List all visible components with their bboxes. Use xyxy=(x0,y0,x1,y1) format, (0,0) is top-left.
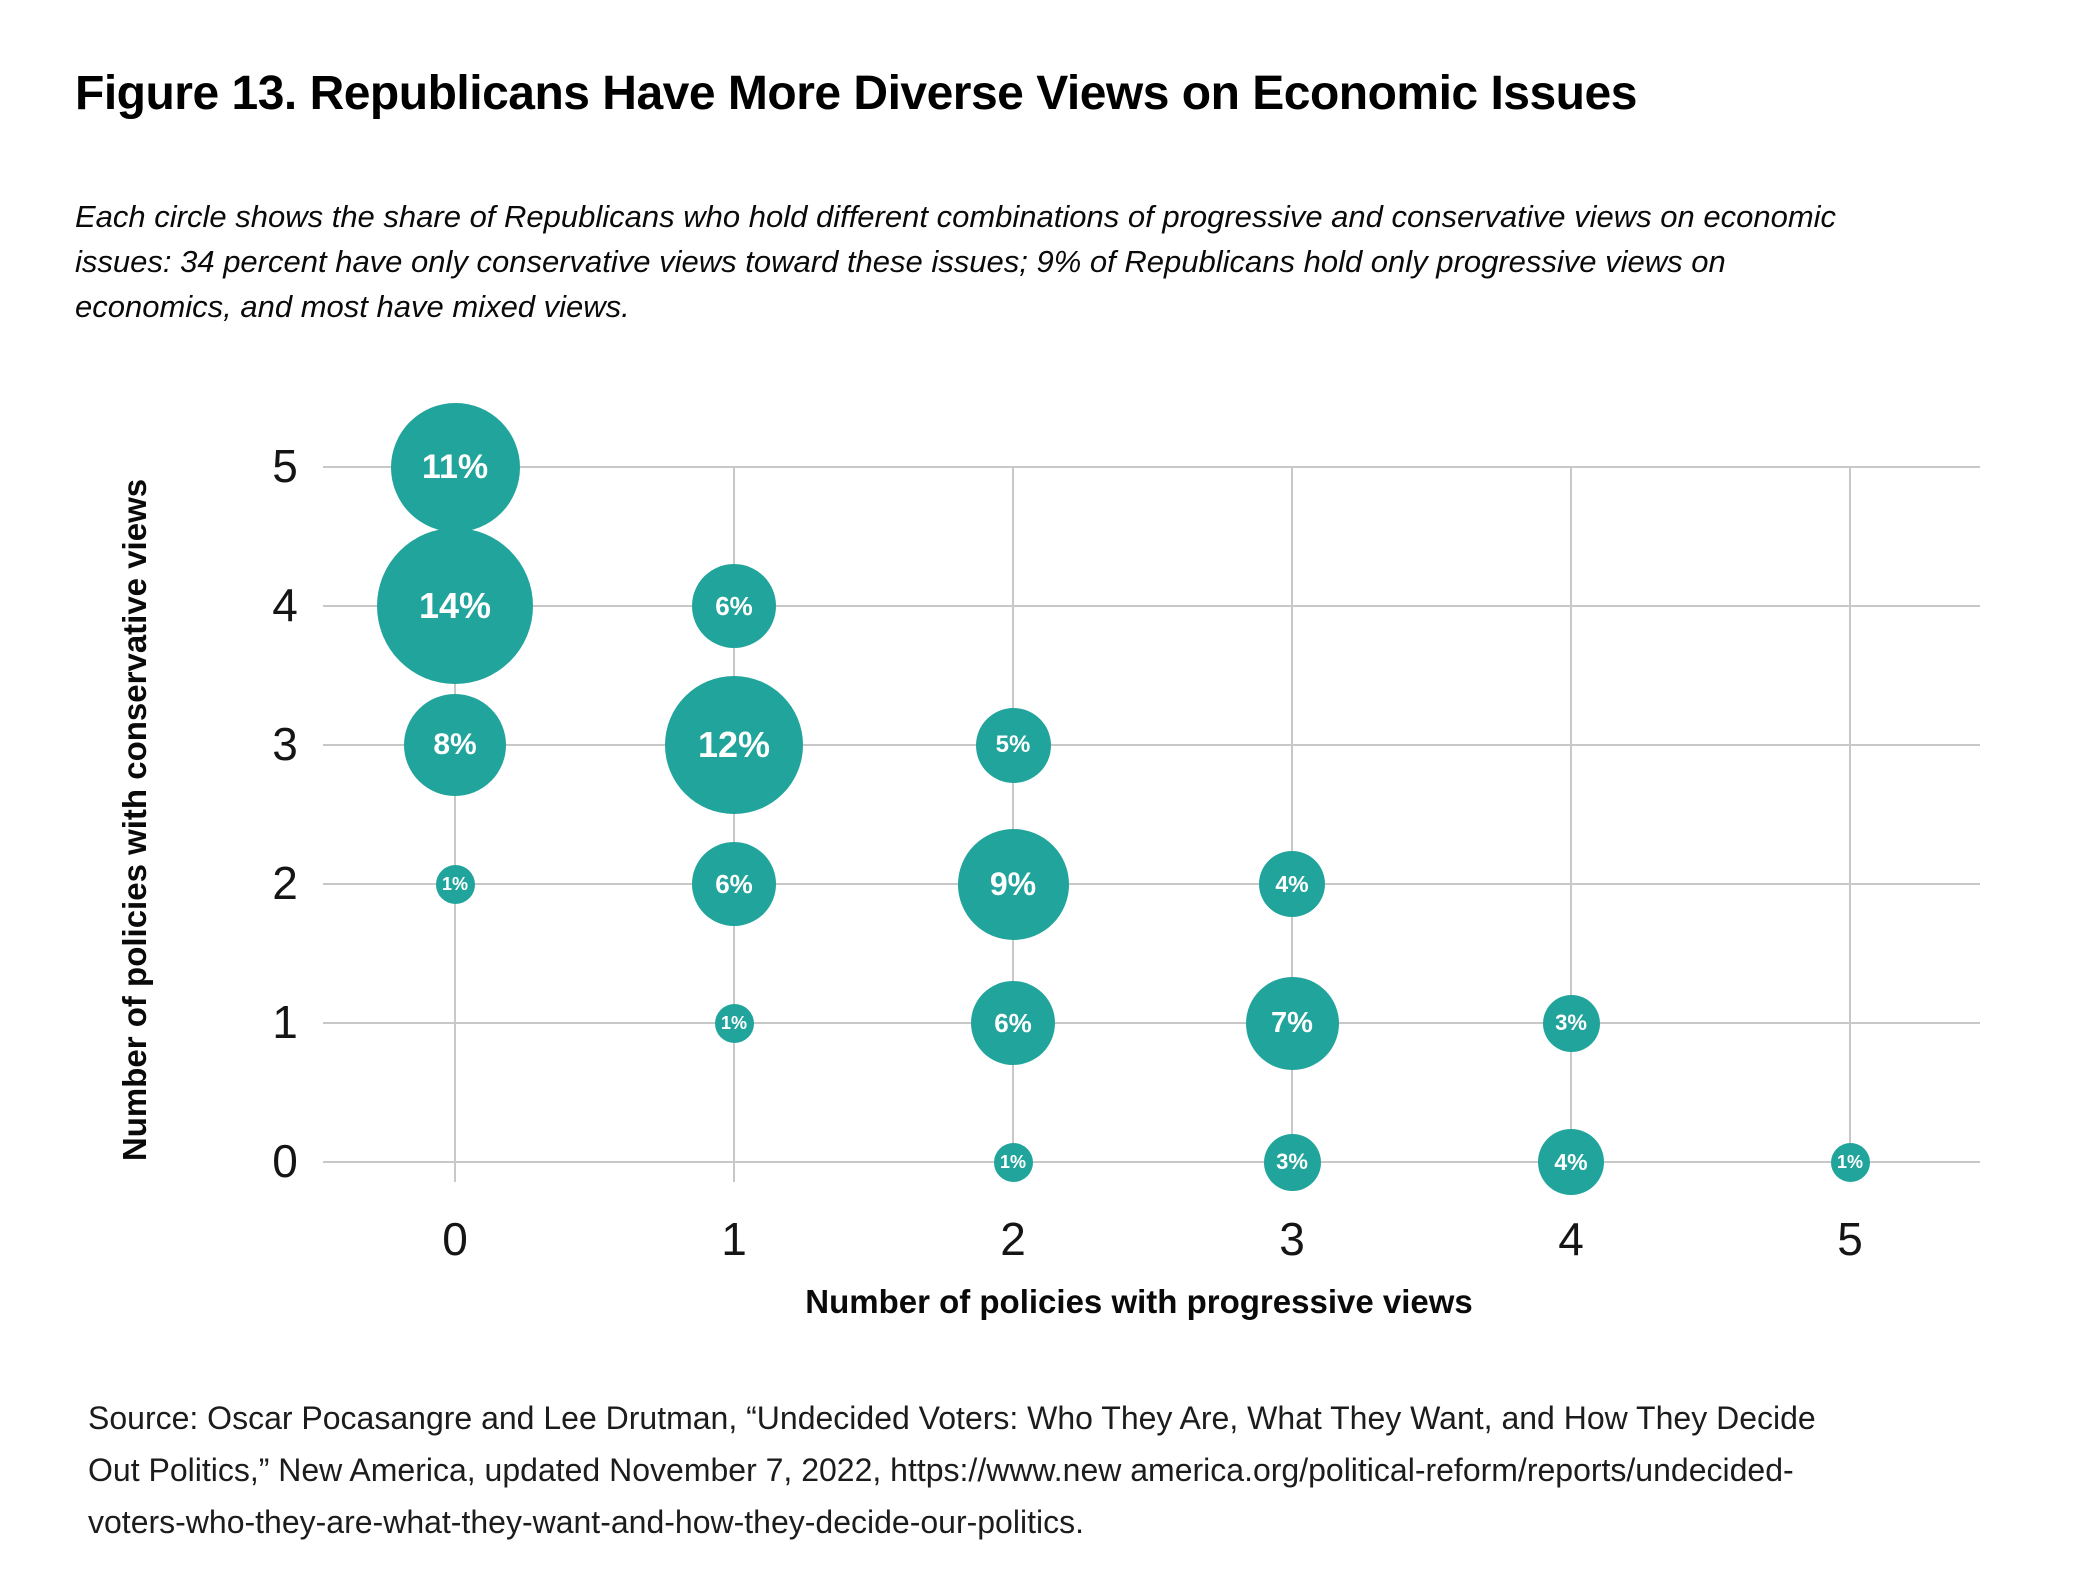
bubble-4-0: 4% xyxy=(1538,1129,1604,1195)
figure-description: Each circle shows the share of Republica… xyxy=(75,199,1837,324)
bubble-value-label: 1% xyxy=(1836,1151,1863,1172)
gridline-vertical xyxy=(1849,467,1851,1182)
gridline-horizontal xyxy=(323,1161,1980,1163)
y-axis-title: Number of policies with conservative vie… xyxy=(116,478,153,1162)
gridline-vertical xyxy=(454,467,456,1182)
y-axis-tick-label: 3 xyxy=(272,718,298,770)
bubble-3-1: 7% xyxy=(1245,976,1339,1070)
x-axis-tick-label: 5 xyxy=(1837,1213,1863,1265)
bubble-2-0: 1% xyxy=(993,1142,1033,1182)
bubble-value-label: 4% xyxy=(1554,1148,1588,1175)
gridline-horizontal xyxy=(323,883,1980,885)
bubble-value-label: 6% xyxy=(994,1007,1032,1038)
bubble-2-3: 5% xyxy=(975,707,1051,783)
bubble-value-label: 1% xyxy=(720,1012,747,1033)
bubble-value-label: 1% xyxy=(441,873,468,894)
bubble-1-4: 6% xyxy=(692,564,776,648)
x-axis-tick-label: 2 xyxy=(1000,1213,1026,1265)
bubble-1-2: 6% xyxy=(692,842,776,926)
gridline-vertical xyxy=(733,467,735,1182)
x-axis-tick-label: 4 xyxy=(1558,1213,1584,1265)
bubble-value-label: 5% xyxy=(995,731,1031,758)
bubble-value-label: 12% xyxy=(697,724,771,765)
gridline-horizontal xyxy=(323,744,1980,746)
gridline-horizontal xyxy=(323,466,1980,468)
gridline-horizontal xyxy=(323,605,1980,607)
bubble-value-label: 9% xyxy=(989,865,1037,902)
y-axis-tick-label: 5 xyxy=(272,440,298,492)
x-axis-tick-label: 0 xyxy=(442,1213,468,1265)
gridline-vertical xyxy=(1291,467,1293,1182)
gridline-horizontal xyxy=(323,1022,1980,1024)
bubble-value-label: 6% xyxy=(715,590,753,621)
bubble-value-label: 3% xyxy=(1555,1010,1587,1035)
x-axis-title: Number of policies with progressive view… xyxy=(805,1283,1473,1320)
y-axis-tick-label: 0 xyxy=(272,1135,298,1187)
y-axis-tick-label: 2 xyxy=(272,857,298,909)
bubble-1-1: 1% xyxy=(714,1003,754,1043)
bubble-1-3: 12% xyxy=(665,676,803,814)
bubble-value-label: 6% xyxy=(715,868,753,899)
bubble-0-5: 11% xyxy=(390,402,520,532)
figure-title: Figure 13. Republicans Have More Diverse… xyxy=(75,67,1637,120)
source-note: Source: Oscar Pocasangre and Lee Drutman… xyxy=(88,1400,1816,1540)
gridline-vertical xyxy=(1012,467,1014,1182)
bubble-0-3: 8% xyxy=(404,694,506,796)
bubble-0-2: 1% xyxy=(435,864,475,904)
bubble-value-label: 8% xyxy=(433,728,477,761)
bubble-5-0: 1% xyxy=(1830,1142,1870,1182)
bubble-2-1: 6% xyxy=(971,981,1055,1065)
bubble-value-label: 3% xyxy=(1276,1149,1308,1174)
bubble-4-1: 3% xyxy=(1542,994,1600,1052)
y-axis-tick-label: 4 xyxy=(272,579,298,631)
bubble-0-4: 14% xyxy=(377,528,533,684)
bubble-value-label: 14% xyxy=(418,585,492,626)
gridline-vertical xyxy=(1570,467,1572,1182)
x-axis-tick-label: 3 xyxy=(1279,1213,1305,1265)
bubble-value-label: 11% xyxy=(421,447,489,486)
x-axis-tick-label: 1 xyxy=(721,1213,747,1265)
bubble-value-label: 7% xyxy=(1271,1006,1313,1039)
bubble-3-2: 4% xyxy=(1259,851,1325,917)
y-axis-tick-label: 1 xyxy=(272,996,298,1048)
bubble-value-label: 1% xyxy=(999,1151,1026,1172)
bubble-2-2: 9% xyxy=(957,828,1069,940)
bubble-3-0: 3% xyxy=(1263,1133,1321,1191)
bubble-value-label: 4% xyxy=(1275,870,1309,897)
